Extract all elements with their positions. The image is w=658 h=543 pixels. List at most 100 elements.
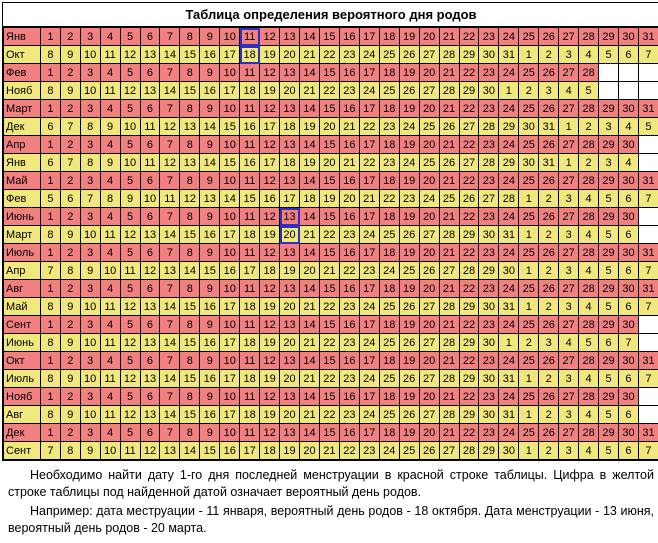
day-cell: 9 <box>100 154 120 172</box>
day-cell: 4 <box>619 154 639 172</box>
day-cell: 14 <box>200 154 220 172</box>
day-cell: 29 <box>499 154 519 172</box>
day-cell: 28 <box>579 136 599 154</box>
month-label: Нояб <box>4 388 41 406</box>
day-cell: 20 <box>419 352 439 370</box>
day-cell: 24 <box>359 298 379 316</box>
day-cell: 26 <box>399 334 419 352</box>
day-cell: 22 <box>459 388 479 406</box>
day-cell: 25 <box>379 406 399 424</box>
day-cell: 21 <box>319 262 339 280</box>
day-cell: 15 <box>319 424 339 442</box>
day-cell: 11 <box>100 334 120 352</box>
day-cell: 1 <box>40 388 60 406</box>
day-cell: 10 <box>80 46 100 64</box>
day-cell: 8 <box>180 136 200 154</box>
day-cell: 18 <box>379 244 399 262</box>
day-cell: 14 <box>300 388 320 406</box>
day-cell: 13 <box>280 208 300 226</box>
day-cell: 2 <box>60 424 80 442</box>
day-cell: 15 <box>220 154 240 172</box>
day-cell: 22 <box>339 442 359 460</box>
day-cell: 27 <box>439 262 459 280</box>
day-cell: 27 <box>479 190 499 208</box>
day-cell: 6 <box>619 298 639 316</box>
day-cell: 29 <box>459 406 479 424</box>
day-cell: 19 <box>260 46 280 64</box>
day-cell: 3 <box>80 100 100 118</box>
day-cell: 27 <box>559 388 579 406</box>
day-cell: 10 <box>220 424 240 442</box>
day-cell: 17 <box>359 388 379 406</box>
table-row: Дек6789101112131415161718192021222324252… <box>4 118 658 136</box>
day-cell: 23 <box>479 280 499 298</box>
day-cell: 14 <box>300 352 320 370</box>
day-cell: 15 <box>220 118 240 136</box>
day-cell: 14 <box>160 46 180 64</box>
day-cell: 26 <box>419 442 439 460</box>
day-cell: 4 <box>100 100 120 118</box>
day-cell: 16 <box>240 118 260 136</box>
day-cell: 8 <box>40 226 60 244</box>
day-cell: 28 <box>499 190 519 208</box>
day-cell: 26 <box>539 352 559 370</box>
day-cell: 24 <box>499 280 519 298</box>
day-cell: 3 <box>80 172 100 190</box>
day-cell: 3 <box>539 334 559 352</box>
day-cell: 23 <box>359 442 379 460</box>
day-cell: 21 <box>439 352 459 370</box>
day-cell: 26 <box>539 208 559 226</box>
day-cell: 11 <box>100 370 120 388</box>
day-cell: 10 <box>120 118 140 136</box>
day-cell: 19 <box>399 352 419 370</box>
day-cell: 22 <box>319 82 339 100</box>
day-cell: 29 <box>599 100 619 118</box>
day-cell: 5 <box>579 82 599 100</box>
day-cell: 7 <box>160 280 180 298</box>
day-cell: 17 <box>359 244 379 262</box>
day-cell: 9 <box>80 442 100 460</box>
day-cell: 22 <box>459 100 479 118</box>
day-cell: 19 <box>280 442 300 460</box>
day-cell: 14 <box>300 208 320 226</box>
day-cell: 30 <box>479 82 499 100</box>
day-cell: 6 <box>619 226 639 244</box>
day-cell: 21 <box>439 424 459 442</box>
day-cell: 12 <box>260 388 280 406</box>
table-row: Янв1234567891011121314151617181920212223… <box>4 28 658 46</box>
day-cell: 4 <box>100 208 120 226</box>
table-row: Янв6789101112131415161718192021222324252… <box>4 154 658 172</box>
day-cell: 13 <box>280 424 300 442</box>
day-cell: 27 <box>419 334 439 352</box>
month-label: Дек <box>4 118 41 136</box>
day-cell: 20 <box>419 28 439 46</box>
day-cell: 23 <box>339 298 359 316</box>
day-cell: 18 <box>240 298 260 316</box>
day-cell <box>638 388 658 406</box>
day-cell: 26 <box>399 406 419 424</box>
day-cell: 2 <box>60 352 80 370</box>
day-cell: 7 <box>160 172 180 190</box>
day-cell: 9 <box>200 388 220 406</box>
day-cell: 25 <box>419 118 439 136</box>
day-cell: 12 <box>260 244 280 262</box>
day-cell: 11 <box>120 442 140 460</box>
day-cell: 24 <box>359 370 379 388</box>
table-row: Авг8910111213141516171819202122232425262… <box>4 406 658 424</box>
day-cell: 4 <box>579 442 599 460</box>
day-cell: 14 <box>200 118 220 136</box>
day-cell: 13 <box>160 262 180 280</box>
day-cell: 31 <box>638 244 658 262</box>
day-cell: 13 <box>140 334 160 352</box>
day-cell: 24 <box>359 46 379 64</box>
day-cell: 21 <box>439 100 459 118</box>
day-cell: 16 <box>240 154 260 172</box>
day-cell <box>638 154 658 172</box>
day-cell: 21 <box>439 64 459 82</box>
day-cell: 17 <box>220 334 240 352</box>
day-cell: 6 <box>140 352 160 370</box>
day-cell: 9 <box>80 262 100 280</box>
day-cell: 12 <box>180 190 200 208</box>
day-cell: 30 <box>479 46 499 64</box>
day-cell: 1 <box>519 370 539 388</box>
